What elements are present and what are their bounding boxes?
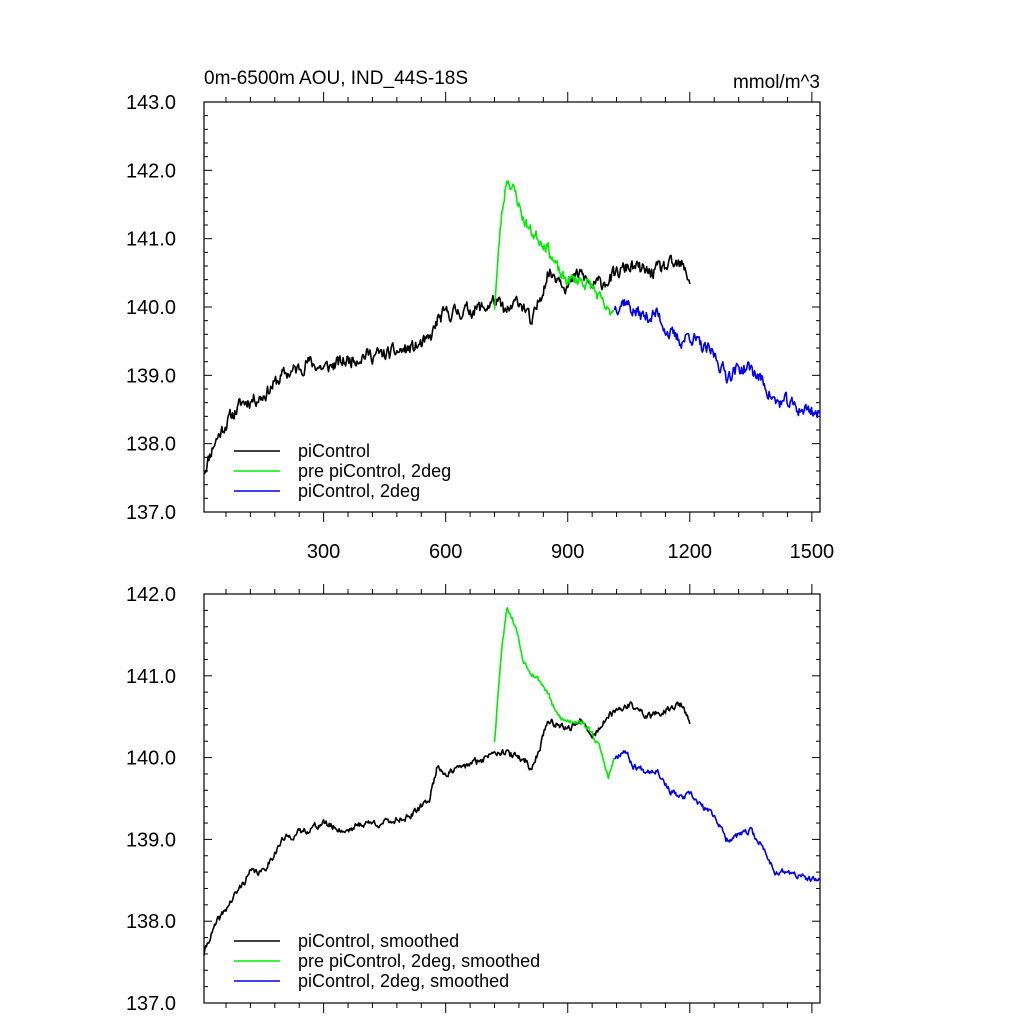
legend-label: pre piControl, 2deg [298,461,451,481]
y-tick-label: 143.0 [126,92,176,114]
series-line-2 [614,750,821,883]
series-line-0 [203,254,691,475]
series-line-0 [203,701,691,956]
y-tick-label: 141.0 [126,229,176,251]
chart-title: 0m-6500m AOU, IND_44S-18S [204,68,468,89]
series-line-1 [493,607,615,780]
plot-frame [203,593,821,1004]
y-tick-label: 137.0 [126,993,176,1015]
lower-panel: 137.0 138.0 139.0 140.0 141.0 142.0 piControl,… [126,584,821,1015]
upper-panel: 0m-6500m AOU, IND_44S-18S mmol/m^3 137.0… [126,68,834,563]
x-tick-label: 900 [551,541,584,563]
legend-label: piControl, smoothed [298,931,459,951]
series-line-2 [613,298,821,419]
legend-label: piControl, 2deg [298,481,420,501]
y-tick-label: 139.0 [126,829,176,851]
y-tick-label: 137.0 [126,502,176,524]
legend-label: piControl [298,441,370,461]
units-label: mmol/m^3 [733,72,820,93]
series-line-1 [493,180,615,316]
x-tick-label: 1200 [668,541,713,563]
y-tick-label: 138.0 [126,911,176,933]
y-tick-label: 139.0 [126,365,176,387]
legend-label: piControl, 2deg, smoothed [298,971,509,991]
x-tick-label: 600 [429,541,462,563]
x-tick-label: 1500 [790,541,835,563]
y-tick-label: 142.0 [126,584,176,606]
y-tick-label: 140.0 [126,297,176,319]
y-tick-label: 141.0 [126,666,176,688]
y-tick-label: 138.0 [126,434,176,456]
legend-label: pre piControl, 2deg, smoothed [298,951,540,971]
x-tick-label: 300 [307,541,340,563]
y-tick-label: 140.0 [126,748,176,770]
y-tick-label: 142.0 [126,160,176,182]
